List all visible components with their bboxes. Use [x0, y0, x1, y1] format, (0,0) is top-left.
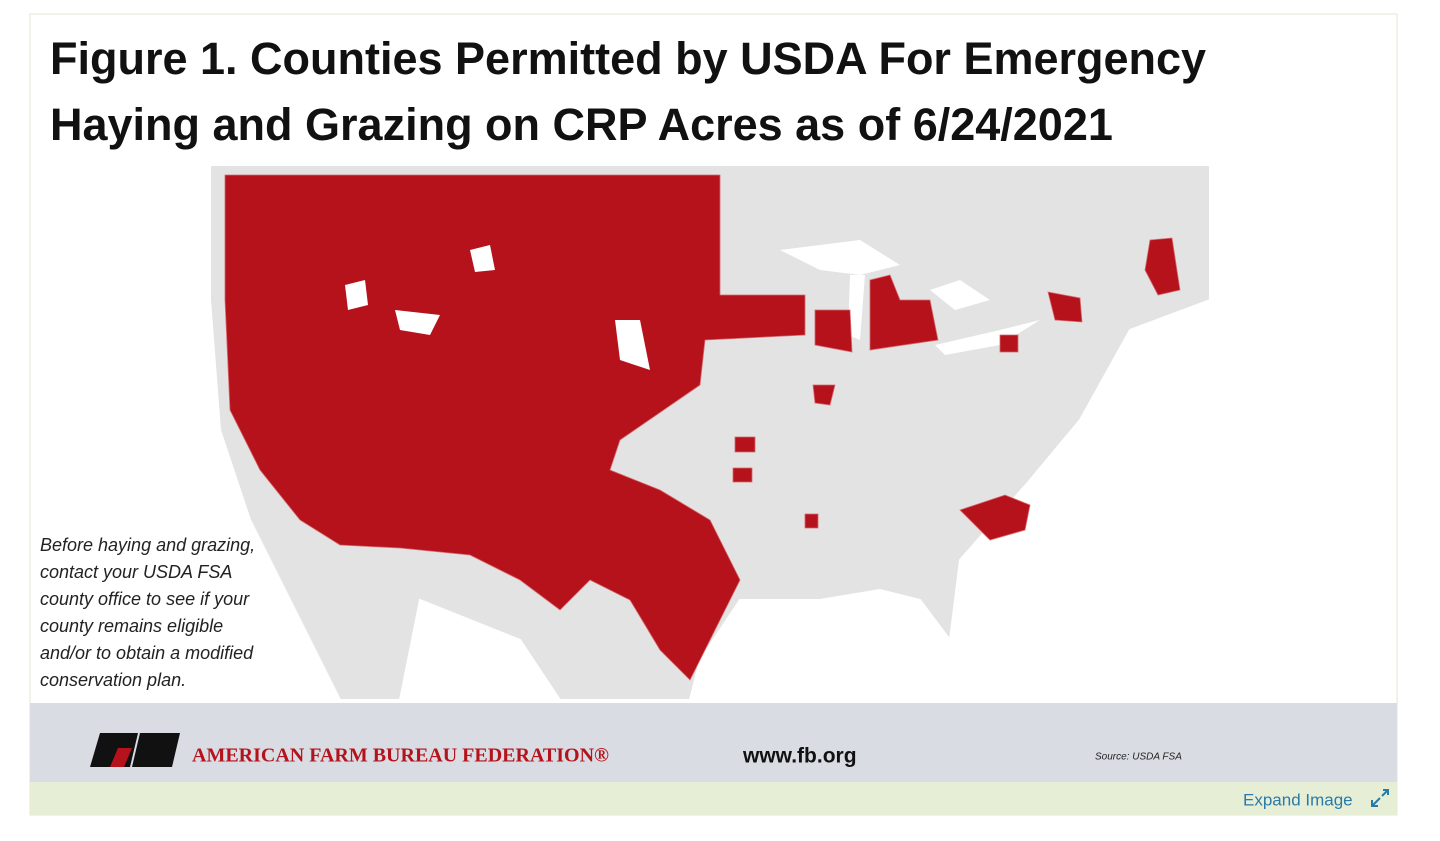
map-lake	[780, 240, 900, 275]
region	[814, 309, 853, 353]
note-line: county office to see if your	[40, 589, 250, 609]
map-gap	[345, 280, 368, 310]
region	[999, 334, 1019, 353]
title-line: Haying and Grazing on CRP Acres as of 6/…	[50, 99, 1113, 150]
map-lake	[848, 275, 865, 340]
map-gap	[470, 245, 495, 272]
map-lake	[930, 280, 990, 310]
map	[209, 164, 1211, 701]
note-line: and/or to obtain a modified	[40, 643, 254, 663]
region	[869, 274, 939, 351]
logo	[90, 733, 180, 767]
region	[1047, 291, 1083, 323]
region	[732, 467, 753, 483]
permitted-counties	[224, 174, 1181, 681]
region	[1144, 237, 1181, 296]
holes	[345, 245, 650, 370]
footer-band	[30, 703, 1397, 782]
region	[812, 384, 836, 406]
website: www.fb.org	[742, 745, 857, 768]
caption-bar	[30, 782, 1397, 815]
region	[959, 494, 1031, 541]
region	[734, 436, 756, 453]
note-line: contact your USDA FSA	[40, 562, 232, 582]
logo-accent	[110, 748, 132, 767]
organization: AMERICAN FARM BUREAU FEDERATION®	[192, 745, 609, 767]
logo-b	[132, 733, 180, 767]
note-line: conservation plan.	[40, 670, 186, 690]
title-line: Figure 1. Counties Permitted by USDA For…	[50, 33, 1206, 84]
note-line: county remains eligible	[40, 616, 223, 636]
expand-icon[interactable]	[1371, 789, 1389, 807]
region	[224, 174, 806, 681]
region	[804, 513, 819, 529]
note-line: Before haying and grazing,	[40, 535, 255, 555]
map-gap	[395, 310, 440, 335]
map-lake	[935, 320, 1040, 355]
source: Source: USDA FSA	[1095, 752, 1182, 763]
expand-link[interactable]: Expand Image	[1243, 790, 1353, 809]
expand-arrows[interactable]	[1371, 789, 1389, 807]
map-gap	[615, 320, 650, 370]
